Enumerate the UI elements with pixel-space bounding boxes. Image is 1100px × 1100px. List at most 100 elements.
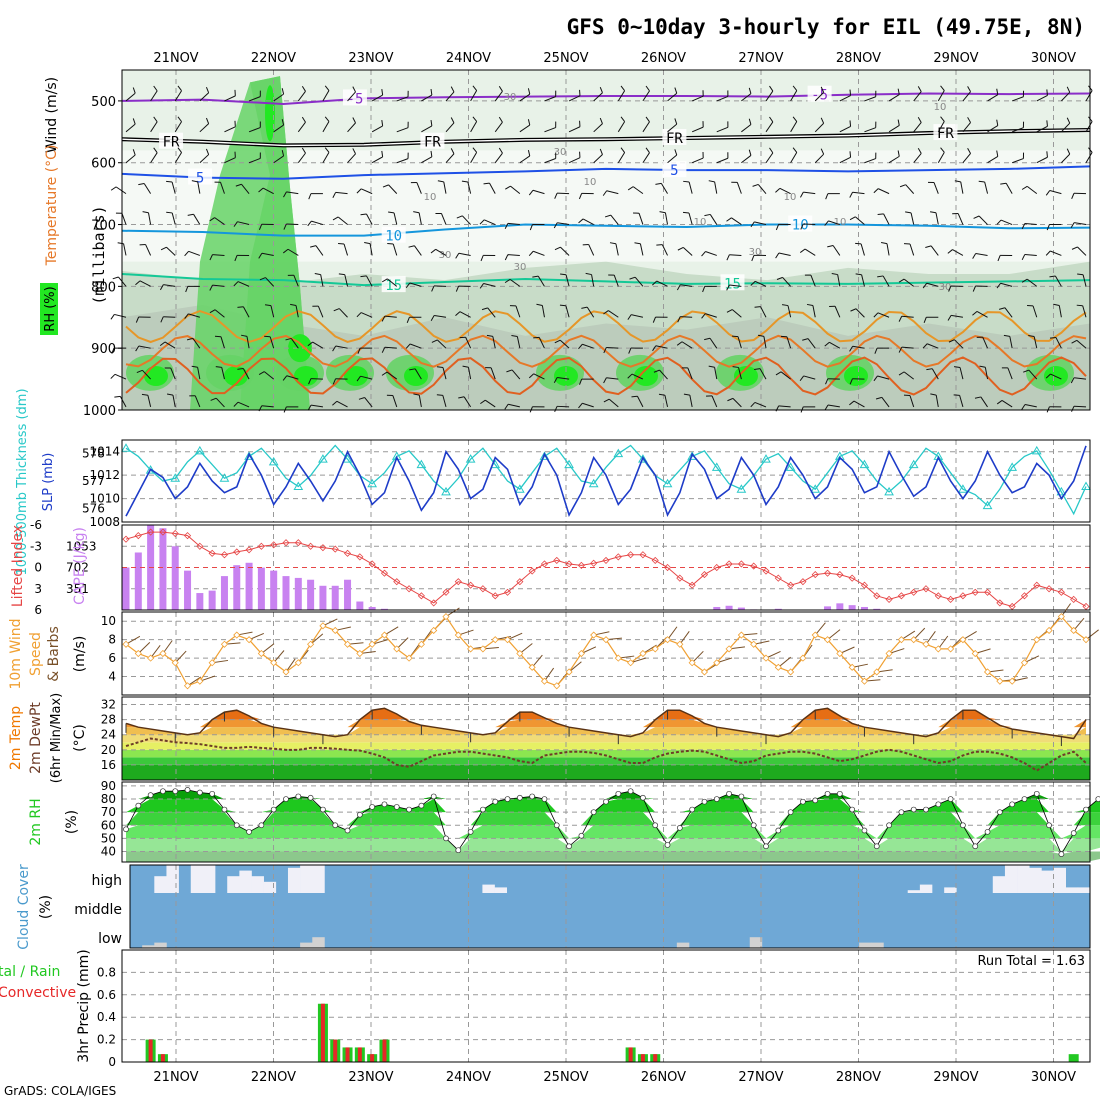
wind-barb-flag <box>360 213 367 216</box>
contour-label-bg <box>381 226 406 243</box>
y-axis-label-thickness: 1000-500mb Thickness (dm) <box>15 388 30 575</box>
y-tick-label: 70 <box>101 805 116 819</box>
rh-frame <box>121 781 1091 863</box>
wind-barb <box>582 402 594 408</box>
wind-barb-flag <box>388 211 395 214</box>
contour-label-bg <box>159 132 184 149</box>
wind-barb <box>273 155 284 164</box>
cloud-bar <box>1077 887 1091 893</box>
wind-barb-flag <box>160 246 167 251</box>
wind-barb-flag <box>897 88 900 95</box>
wind-barb-10m <box>937 635 949 650</box>
wind-barb-flag <box>802 338 809 341</box>
wind-barb-flag <box>948 285 952 292</box>
rh-contour-label: 10 <box>934 102 947 113</box>
top-date-label: 22NOV <box>251 51 296 66</box>
wind-barb <box>194 395 201 408</box>
rh-marker <box>701 798 708 805</box>
wind-barb-flag <box>536 303 543 306</box>
wind-barb <box>978 215 988 225</box>
wind-speed-line <box>125 615 1087 687</box>
y-tick-label: 16 <box>101 758 116 772</box>
wind-barb-flag <box>677 246 684 251</box>
wind-barb-10m <box>285 658 296 673</box>
y-tick-label: 40 <box>101 845 116 859</box>
wind-barb-10m <box>396 637 409 650</box>
wind-barb-flag <box>136 369 143 374</box>
cloud-frame <box>129 864 1091 949</box>
wind-barb <box>839 156 851 164</box>
wind-barb <box>1055 337 1062 349</box>
wind-barb <box>688 212 693 225</box>
wind-barb-flag <box>634 242 641 245</box>
temp-contour-warm <box>125 356 1087 396</box>
wind-barb-flag <box>455 253 460 259</box>
y-tick-label: 0.2 <box>97 1033 116 1047</box>
rh-marker <box>763 843 769 850</box>
wind-barb <box>565 274 570 287</box>
wind-barb <box>812 305 816 318</box>
wind-barb-flag <box>381 371 388 376</box>
rh-marker <box>418 802 425 809</box>
wind-barb <box>174 121 182 133</box>
thickness-marker <box>514 484 525 493</box>
wind-barb-flag <box>450 148 455 154</box>
wind-barb-flag <box>308 193 312 200</box>
wind-barb-flag <box>629 276 636 280</box>
wind-barb-flag <box>436 366 444 368</box>
wind-barb <box>568 157 581 164</box>
wind-barb <box>959 395 964 408</box>
wind-barb-flag <box>153 85 158 92</box>
lifted-index-marker <box>380 569 389 577</box>
wind-barb <box>212 284 225 287</box>
wind-barb <box>125 92 136 102</box>
rh-marker <box>849 806 856 813</box>
wind-barb <box>827 404 840 408</box>
wind-barb-10m <box>1085 629 1099 641</box>
wind-barb-flag <box>972 311 978 316</box>
wind-barb <box>591 274 595 287</box>
wind-barb-flag <box>849 151 852 158</box>
cape-bar <box>713 606 721 610</box>
wind-barb <box>738 367 742 380</box>
rh-marker <box>738 793 745 800</box>
wind-speed-marker <box>417 640 425 648</box>
wind-barb-flag <box>166 393 174 396</box>
wind-barb-flag <box>381 150 384 157</box>
cape-bar <box>294 577 302 610</box>
wind-barb-flag <box>898 278 905 283</box>
wind-barb <box>445 153 455 164</box>
wind-barb-flag <box>324 147 330 153</box>
wind-barb <box>1001 400 1013 408</box>
wind-barb-flag <box>974 396 981 399</box>
wind-speed-marker <box>467 645 475 653</box>
wind-barb <box>1011 158 1024 164</box>
y-tick-label: 50 <box>101 831 116 845</box>
wind-barb-flag <box>283 223 287 230</box>
wind-barb-flag <box>820 86 825 93</box>
wind-barb <box>852 345 865 349</box>
lifted-index-marker <box>725 560 733 568</box>
wind-barb <box>125 154 136 164</box>
wind-barb <box>705 313 717 318</box>
wind-barb-flag <box>704 337 711 341</box>
wind-speed-marker <box>368 640 376 648</box>
wind-barb-flag <box>620 147 626 153</box>
wind-barb <box>962 122 971 133</box>
wind-barb-flag <box>1046 89 1048 96</box>
wind-barb <box>317 305 324 318</box>
wind-barb-flag <box>726 254 730 261</box>
lifted-index-marker <box>454 578 462 586</box>
wind-barb-flag <box>333 308 340 312</box>
wind-barb-flag <box>674 149 678 156</box>
wind-barb <box>188 313 200 318</box>
cloud-bar <box>907 890 921 893</box>
freezing-level-contour-inner <box>121 129 1091 147</box>
wind-barb <box>957 213 964 225</box>
rh-contour-label: 10 <box>424 192 437 203</box>
wind-barb <box>780 371 791 380</box>
wind-barb <box>416 182 422 194</box>
wind-barb <box>888 94 900 102</box>
wind-barb <box>608 398 619 408</box>
wind-speed-marker <box>651 645 659 653</box>
